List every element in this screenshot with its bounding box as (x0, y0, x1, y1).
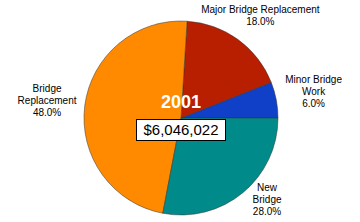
data-label: 18.0% (246, 16, 274, 27)
slice-label: Replacement (18, 95, 77, 106)
label-group: Minor BridgeWork6.0% (285, 74, 342, 109)
chart: Minor BridgeWork6.0% Major Bridge Replace… (0, 0, 360, 222)
labels: Minor BridgeWork6.0% Major Bridge Replace… (18, 4, 343, 217)
slice-label: Bridge (33, 83, 62, 94)
data-label: 48.0% (33, 107, 61, 118)
total-box: $6,046,022 (137, 120, 226, 141)
title: 2001 (161, 92, 201, 112)
slice-label: Bridge (253, 194, 282, 205)
label-group: NewBridge28.0% (253, 182, 282, 217)
data-label: 6.0% (302, 98, 325, 109)
label-group: BridgeReplacement48.0% (18, 83, 77, 118)
slice-label: New (257, 182, 278, 193)
pie (84, 21, 278, 215)
slice-label: Major Bridge Replacement (201, 4, 320, 15)
label-group: Major Bridge Replacement18.0% (201, 4, 320, 27)
subtitle: $6,046,022 (143, 121, 218, 138)
total-box-frame (137, 120, 226, 141)
slice-label: Work (302, 86, 326, 97)
slice-label: Minor Bridge (285, 74, 342, 85)
data-label: 28.0% (253, 206, 281, 217)
